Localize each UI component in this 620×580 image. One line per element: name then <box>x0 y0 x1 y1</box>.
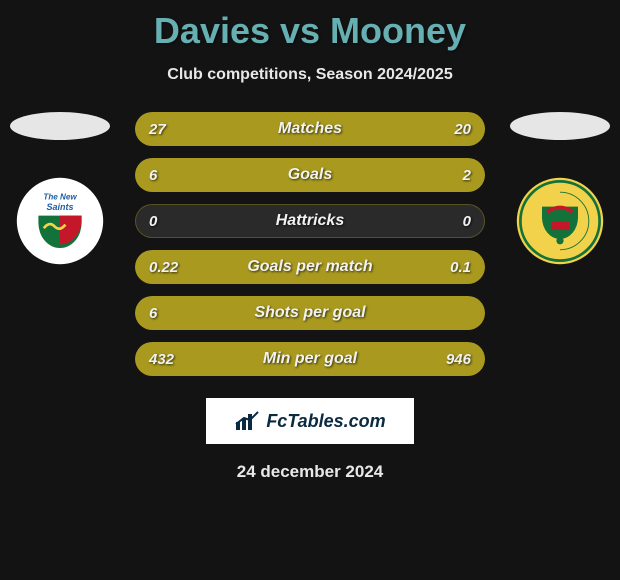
brand-text: FcTables.com <box>266 411 385 432</box>
tns-badge-icon: The New Saints <box>15 176 105 266</box>
svg-text:The New: The New <box>43 192 77 201</box>
player-left-column: The New Saints <box>0 112 120 266</box>
player-left-avatar-placeholder <box>10 112 110 140</box>
date-text: 24 december 2024 <box>0 462 620 482</box>
svg-text:Saints: Saints <box>46 202 73 212</box>
club-badge-right <box>515 176 605 266</box>
stat-row: 0.220.1Goals per match <box>135 250 485 284</box>
stat-label: Shots per goal <box>135 296 485 330</box>
stat-row: 62Goals <box>135 158 485 192</box>
stat-label: Min per goal <box>135 342 485 376</box>
player-right-avatar-placeholder <box>510 112 610 140</box>
caernarfon-badge-icon <box>515 176 605 266</box>
stat-label: Matches <box>135 112 485 146</box>
subtitle: Club competitions, Season 2024/2025 <box>0 66 620 84</box>
player-right-column <box>500 112 620 266</box>
stat-row: 6Shots per goal <box>135 296 485 330</box>
comparison-panel: The New Saints 2720Matches 62Goals 00Hattr… <box>0 112 620 376</box>
stats-bars: 2720Matches 62Goals 00Hattricks 0.220.1Goal… <box>135 112 485 376</box>
stat-row: 2720Matches <box>135 112 485 146</box>
stat-row: 432946Min per goal <box>135 342 485 376</box>
club-badge-left: The New Saints <box>15 176 105 266</box>
stat-label: Goals <box>135 158 485 192</box>
stat-label: Hattricks <box>135 204 485 238</box>
fctables-logo-icon <box>234 410 260 432</box>
stat-label: Goals per match <box>135 250 485 284</box>
brand-box: FcTables.com <box>206 398 414 444</box>
stat-row: 00Hattricks <box>135 204 485 238</box>
page-title: Davies vs Mooney <box>0 0 620 52</box>
